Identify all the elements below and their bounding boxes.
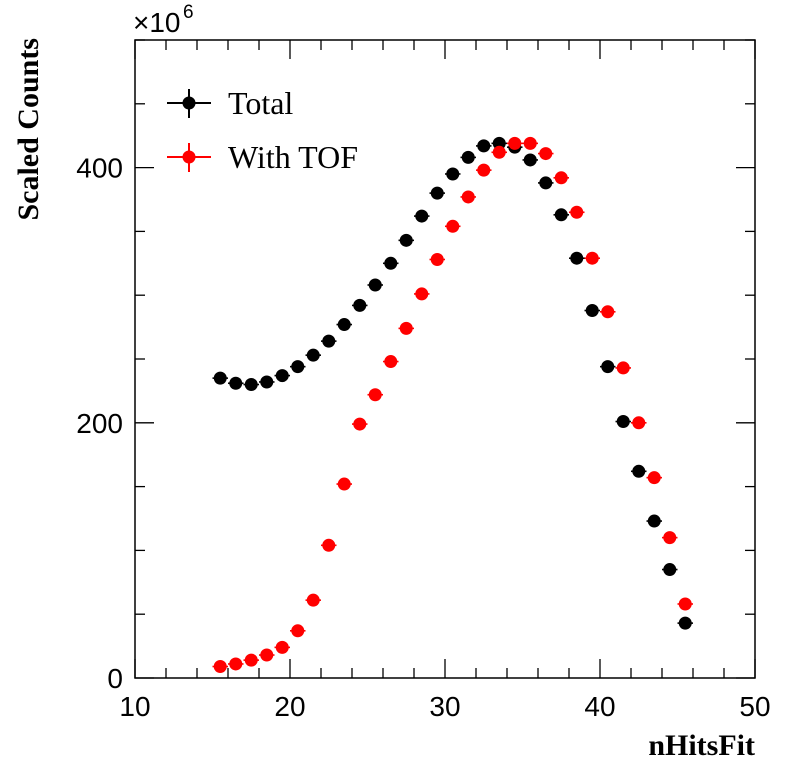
data-point-total: [336, 318, 352, 332]
data-point-total: [476, 139, 492, 153]
data-point-with-tof: [646, 471, 662, 485]
data-point-total: [445, 167, 461, 181]
x-axis-title: nHitsFit: [648, 729, 755, 762]
y-tick-label: 400: [76, 153, 123, 184]
data-point-with-tof: [569, 205, 585, 219]
legend-item-with-tof: With TOF: [167, 139, 358, 175]
axis-ticks: [134, 39, 756, 679]
data-point-with-tof: [228, 657, 244, 671]
y-axis-title: Scaled Counts: [12, 38, 45, 221]
data-point-total: [398, 233, 414, 247]
y-tick-label: 0: [107, 663, 123, 694]
data-point-total: [615, 415, 631, 429]
data-point-total: [429, 186, 445, 200]
y-multiplier: ×10: [133, 7, 181, 38]
legend-marker-total: [182, 96, 196, 110]
data-point-with-tof: [383, 355, 399, 369]
data-point-with-tof: [352, 417, 368, 431]
data-point-with-tof: [584, 251, 600, 265]
data-point-total: [662, 563, 678, 577]
data-point-with-tof: [445, 219, 461, 233]
data-point-total: [243, 378, 259, 392]
data-point-total: [631, 464, 647, 478]
legend-label-total: Total: [228, 85, 293, 121]
data-point-total: [569, 251, 585, 265]
data-point-total: [274, 369, 290, 383]
x-tick-label: 20: [274, 691, 305, 722]
data-markers: [212, 136, 693, 674]
x-tick-label: 10: [119, 691, 150, 722]
data-point-total: [553, 208, 569, 222]
data-point-with-tof: [367, 388, 383, 402]
data-point-total: [646, 514, 662, 528]
data-point-with-tof: [491, 145, 507, 159]
data-point-total: [321, 334, 337, 348]
data-point-total: [305, 348, 321, 362]
data-point-with-tof: [336, 477, 352, 491]
data-point-total: [259, 375, 275, 389]
data-point-with-tof: [414, 287, 430, 301]
data-point-total: [414, 209, 430, 223]
data-point-total: [677, 616, 693, 630]
data-point-with-tof: [212, 660, 228, 674]
data-point-total: [352, 298, 368, 312]
plot-frame: [134, 39, 756, 679]
data-point-with-tof: [321, 538, 337, 552]
legend-label-tof: With TOF: [228, 139, 358, 175]
data-point-with-tof: [538, 147, 554, 161]
data-point-with-tof: [243, 653, 259, 667]
y-multiplier-exponent: 6: [183, 2, 194, 23]
data-point-with-tof: [290, 624, 306, 638]
data-point-total: [460, 150, 476, 164]
legend: Total With TOF: [167, 85, 358, 175]
data-point-total: [212, 371, 228, 385]
data-point-with-tof: [476, 163, 492, 177]
data-point-total: [538, 176, 554, 190]
x-tick-label: 30: [429, 691, 460, 722]
data-point-total: [383, 256, 399, 270]
legend-marker-tof: [182, 150, 196, 164]
data-point-total: [228, 376, 244, 390]
data-point-total: [522, 153, 538, 167]
data-point-with-tof: [615, 361, 631, 375]
axis-tick-labels: 10 20 30 40 50 0 200 400: [76, 153, 770, 722]
legend-item-total: Total: [167, 85, 293, 121]
data-point-with-tof: [677, 597, 693, 611]
data-point-with-tof: [429, 252, 445, 266]
data-point-with-tof: [662, 531, 678, 545]
x-tick-label: 40: [584, 691, 615, 722]
data-point-with-tof: [398, 321, 414, 335]
data-point-total: [584, 304, 600, 318]
data-point-with-tof: [553, 171, 569, 185]
data-point-with-tof: [522, 136, 538, 150]
data-point-with-tof: [259, 648, 275, 662]
data-point-total: [600, 360, 616, 374]
data-point-with-tof: [305, 593, 321, 607]
x-tick-label: 50: [739, 691, 770, 722]
data-point-total: [367, 278, 383, 292]
data-point-total: [290, 360, 306, 374]
y-tick-label: 200: [76, 408, 123, 439]
data-point-with-tof: [600, 305, 616, 319]
data-point-with-tof: [507, 136, 523, 150]
data-point-with-tof: [274, 640, 290, 654]
data-point-with-tof: [631, 416, 647, 430]
data-point-with-tof: [460, 190, 476, 204]
